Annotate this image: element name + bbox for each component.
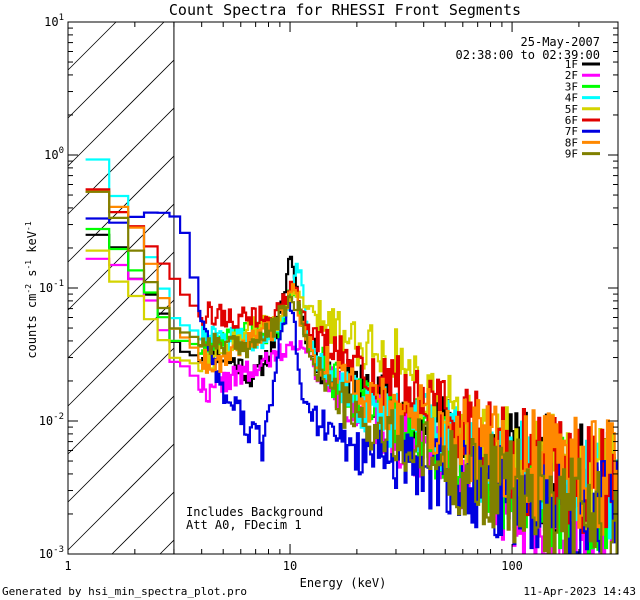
footer-timestamp: 11-Apr-2023 14:43	[523, 585, 636, 598]
legend-label-2F: 2F	[565, 69, 578, 82]
legend-label-5F: 5F	[565, 103, 578, 116]
hatch-line	[67, 203, 175, 311]
legend-label-9F: 9F	[565, 148, 578, 161]
y-tick-exponent: -3	[53, 545, 64, 555]
y-tick-exponent: -2	[53, 412, 64, 422]
y-tick-exponent: 0	[59, 146, 64, 156]
hatch-line	[67, 443, 175, 551]
y-tick-base: 10	[39, 547, 53, 561]
y-axis-label-exp2: -1	[24, 260, 33, 270]
y-tick-label: 100	[44, 146, 64, 162]
y-axis-label-part1: counts cm	[25, 294, 39, 359]
y-tick-base: 10	[44, 15, 58, 29]
hatch-line	[67, 21, 117, 71]
series-9F	[85, 190, 618, 554]
legend-label-6F: 6F	[565, 114, 578, 127]
x-tick-label: 100	[501, 559, 523, 573]
annotation-attenuator: Att A0, FDecim 1	[186, 518, 302, 532]
y-axis-label-part3: keV	[25, 231, 39, 260]
time-range-label: 02:38:00 to 02:39:00	[456, 48, 601, 62]
series-layer	[85, 158, 618, 554]
legend-label-3F: 3F	[565, 80, 578, 93]
y-tick-base: 10	[44, 148, 58, 162]
hatch-line	[67, 347, 175, 455]
y-tick-label: 10-3	[39, 545, 64, 561]
y-axis-label: counts cm-2 s-1 keV-1	[24, 221, 39, 358]
hatch-line	[67, 299, 175, 407]
hatch-line	[67, 251, 175, 359]
x-axis-label: Energy (keV)	[300, 576, 387, 590]
chart-title: Count Spectra for RHESSI Front Segments	[169, 1, 521, 19]
y-axis-label-exp3: -1	[24, 221, 33, 231]
date-label: 25-May-2007	[521, 35, 600, 49]
y-tick-exponent: 1	[59, 13, 64, 23]
hatched-region	[67, 21, 175, 555]
y-tick-base: 10	[39, 281, 53, 295]
y-tick-label: 10-1	[39, 279, 64, 295]
hatch-line	[67, 395, 175, 503]
legend-label-1F: 1F	[565, 58, 578, 71]
hatch-line	[67, 107, 175, 215]
x-tick-labels: 1 10 100	[64, 559, 523, 573]
y-tick-label: 101	[44, 13, 64, 29]
legend-label-8F: 8F	[565, 136, 578, 149]
legend-label-7F: 7F	[565, 125, 578, 138]
hatch-line	[111, 491, 175, 555]
hatch-line	[67, 155, 175, 263]
axis-ticks	[67, 21, 619, 555]
hatch-line	[67, 21, 165, 119]
y-tick-base: 10	[39, 414, 53, 428]
x-tick-label: 1	[64, 559, 71, 573]
y-axis-label-part2: s	[25, 270, 39, 284]
annotation-background: Includes Background	[186, 505, 323, 519]
footer-generated-by: Generated by hsi_min_spectra_plot.pro	[2, 585, 247, 598]
y-axis-label-exp1: -2	[24, 284, 33, 294]
y-tick-exponent: -1	[53, 279, 64, 289]
x-tick-label: 10	[283, 559, 297, 573]
y-tick-label: 10-2	[39, 412, 64, 428]
hatch-line	[159, 539, 175, 555]
legend-label-4F: 4F	[565, 92, 578, 105]
hatch-line	[67, 59, 175, 167]
